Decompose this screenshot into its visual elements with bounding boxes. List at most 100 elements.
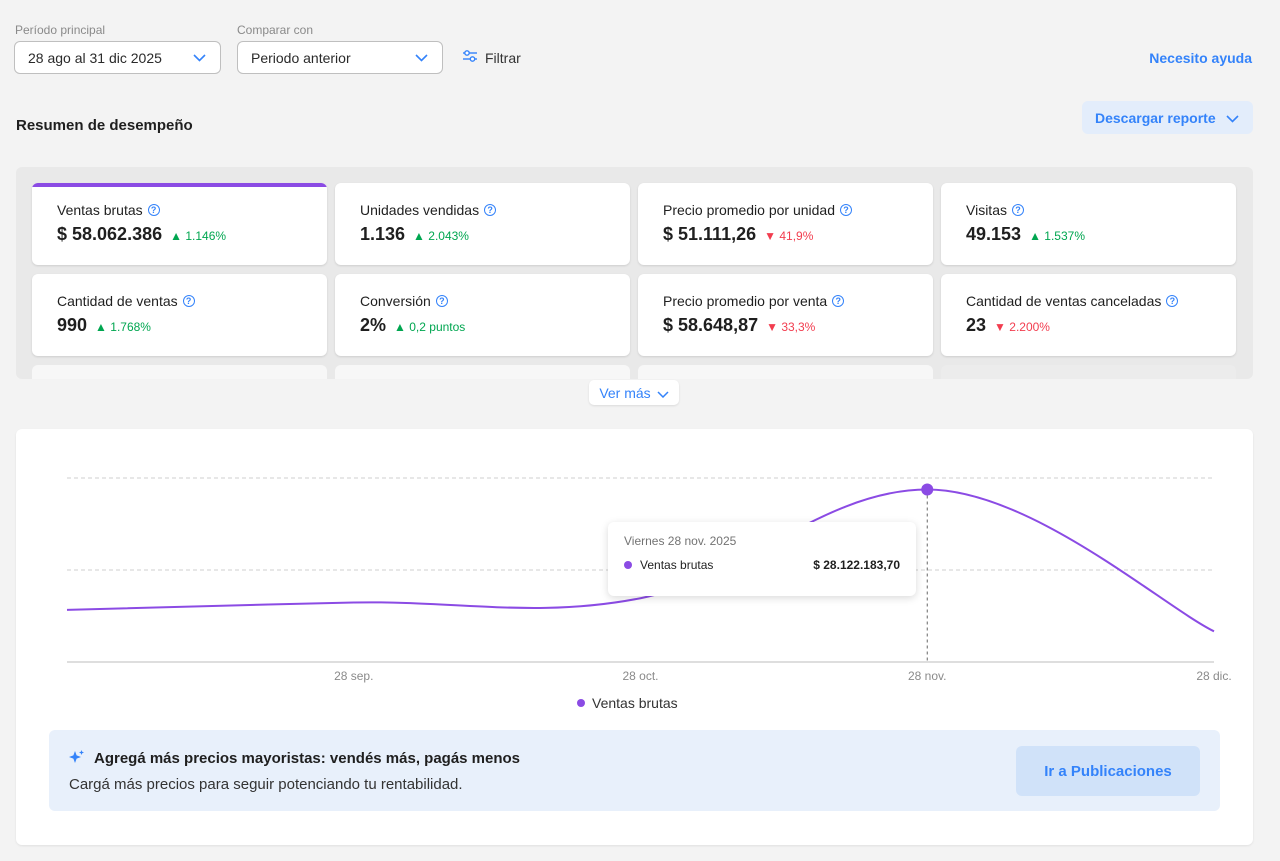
period-label: Período principal <box>15 23 106 37</box>
metric-value: $ 58.648,87 <box>663 315 759 335</box>
x-tick-label: 28 nov. <box>908 669 946 683</box>
metric-title: Conversión <box>360 293 431 309</box>
metric-change: ▲ 0,2 puntos <box>394 320 465 334</box>
chevron-down-icon <box>193 53 206 62</box>
metric-change-value: 1.768% <box>110 320 151 334</box>
compare-value: Periodo anterior <box>251 49 351 66</box>
metric-value: $ 51.111,26 <box>663 224 757 244</box>
metric-change-value: 2.200% <box>1009 320 1050 334</box>
metric-value: $ 58.062.386 <box>57 224 163 244</box>
metric-value: 990 <box>57 315 88 335</box>
sales-line-chart[interactable]: 28 sep. 28 oct. 28 nov. 28 dic. <box>16 429 1253 719</box>
x-tick-label: 28 sep. <box>334 669 373 683</box>
ver-mas-button[interactable]: Ver más <box>589 380 679 405</box>
trend-up-icon: ▲ <box>413 229 425 243</box>
ver-mas-label: Ver más <box>599 384 651 401</box>
metric-change: ▲ 2.043% <box>413 229 469 243</box>
metric-value: 1.136 <box>360 224 406 244</box>
compare-label: Comparar con <box>237 23 314 37</box>
x-tick-label: 28 oct. <box>622 669 658 683</box>
help-icon[interactable]: ? <box>1011 204 1024 216</box>
sliders-icon <box>462 49 478 66</box>
series-dot-icon <box>624 561 632 569</box>
metric-title: Precio promedio por unidad <box>663 202 835 218</box>
metric-value: 2% <box>360 315 387 335</box>
metric-change-value: 0,2 puntos <box>409 320 466 334</box>
help-icon[interactable]: ? <box>182 295 195 307</box>
legend-label: Ventas brutas <box>592 695 678 711</box>
filter-label: Filtrar <box>485 49 521 66</box>
trend-down-icon: ▼ <box>764 229 776 243</box>
metric-card-hidden <box>32 365 327 379</box>
help-icon[interactable]: ? <box>832 295 845 307</box>
chevron-down-icon <box>415 53 428 62</box>
metric-title: Cantidad de ventas canceladas <box>966 293 1162 309</box>
metric-change: ▲ 1.146% <box>170 229 226 243</box>
period-value: 28 ago al 31 dic 2025 <box>28 49 162 66</box>
metric-title: Precio promedio por venta <box>663 293 828 309</box>
chart-legend[interactable]: Ventas brutas <box>577 695 678 711</box>
legend-dot-icon <box>577 699 585 707</box>
metric-change: ▲ 1.768% <box>95 320 151 334</box>
go-to-listings-button[interactable]: Ir a Publicaciones <box>1016 746 1200 796</box>
metric-card[interactable]: Unidades vendidas? 1.136 ▲ 2.043% <box>335 183 630 265</box>
help-icon[interactable]: ? <box>435 295 448 307</box>
metric-card[interactable]: Precio promedio por venta? $ 58.648,87 ▼ 3… <box>638 274 933 356</box>
metric-change-value: 1.537% <box>1044 229 1085 243</box>
help-icon[interactable]: ? <box>484 204 497 216</box>
metric-card[interactable]: Cantidad de ventas canceladas? 23 ▼ 2.200% <box>941 274 1236 356</box>
metric-change: ▼ 2.200% <box>994 320 1050 334</box>
chart-card: 28 sep. 28 oct. 28 nov. 28 dic. Viernes 28 … <box>16 429 1253 845</box>
metric-card-hidden <box>941 365 1236 379</box>
help-icon[interactable]: ? <box>840 204 852 216</box>
tooltip-date: Viernes 28 nov. 2025 <box>624 534 737 548</box>
trend-up-icon: ▲ <box>95 320 107 334</box>
chevron-down-icon <box>1226 110 1239 126</box>
page-title: Resumen de desempeño <box>16 117 193 134</box>
metric-card-hidden <box>335 365 630 379</box>
metric-change: ▲ 1.537% <box>1029 229 1085 243</box>
compare-select[interactable]: Periodo anterior <box>237 41 443 74</box>
chart-tooltip: Viernes 28 nov. 2025 Ventas brutas $ 28.… <box>608 522 916 596</box>
metric-change: ▼ 41,9% <box>764 229 813 243</box>
metric-value: 49.153 <box>966 224 1022 244</box>
filter-button[interactable]: Filtrar <box>462 49 521 66</box>
data-point <box>921 483 934 496</box>
banner-title: Agregá más precios mayoristas: vendés má… <box>94 750 521 767</box>
sparkle-icon <box>68 749 85 771</box>
metric-card[interactable]: Visitas? 49.153 ▲ 1.537% <box>941 183 1236 265</box>
metric-change-value: 41,9% <box>779 229 814 243</box>
promo-banner: Agregá más precios mayoristas: vendés má… <box>49 730 1220 811</box>
period-select[interactable]: 28 ago al 31 dic 2025 <box>14 41 221 74</box>
download-label: Descargar reporte <box>1095 109 1216 126</box>
metric-card[interactable]: Precio promedio por unidad? $ 51.111,26 ▼ … <box>638 183 933 265</box>
trend-up-icon: ▲ <box>170 229 182 243</box>
trend-up-icon: ▲ <box>394 320 406 334</box>
metric-card[interactable]: Conversión? 2% ▲ 0,2 puntos <box>335 274 630 356</box>
series-line-ventas-brutas <box>66 488 1215 633</box>
metrics-panel: Ventas brutas? $ 58.062.386 ▲ 1.146% Unidad… <box>16 167 1253 379</box>
metric-title: Cantidad de ventas <box>57 293 178 309</box>
metric-title: Ventas brutas <box>57 202 143 218</box>
help-icon[interactable]: ? <box>147 204 160 216</box>
metric-card-hidden <box>638 365 933 379</box>
metric-card[interactable]: Ventas brutas? $ 58.062.386 ▲ 1.146% <box>32 183 327 265</box>
trend-up-icon: ▲ <box>1029 229 1041 243</box>
help-icon[interactable]: ? <box>1166 295 1179 307</box>
trend-down-icon: ▼ <box>994 320 1006 334</box>
banner-subtitle: Cargá más precios para seguir potenciand… <box>69 776 463 793</box>
help-link[interactable]: Necesito ayuda <box>1149 50 1252 66</box>
chevron-down-icon <box>657 385 669 401</box>
metric-title: Unidades vendidas <box>360 202 480 218</box>
metric-change: ▼ 33,3% <box>766 320 815 334</box>
x-tick-label: 28 dic. <box>1196 669 1231 683</box>
tooltip-series: Ventas brutas <box>640 558 714 572</box>
metric-title: Visitas <box>966 202 1007 218</box>
metric-change-value: 1.146% <box>185 229 227 243</box>
metric-change-value: 2.043% <box>428 229 469 243</box>
tooltip-value: $ 28.122.183,70 <box>813 558 900 572</box>
trend-down-icon: ▼ <box>766 320 778 334</box>
metric-card[interactable]: Cantidad de ventas? 990 ▲ 1.768% <box>32 274 327 356</box>
metric-change-value: 33,3% <box>781 320 816 334</box>
download-report-button[interactable]: Descargar reporte <box>1082 101 1253 134</box>
